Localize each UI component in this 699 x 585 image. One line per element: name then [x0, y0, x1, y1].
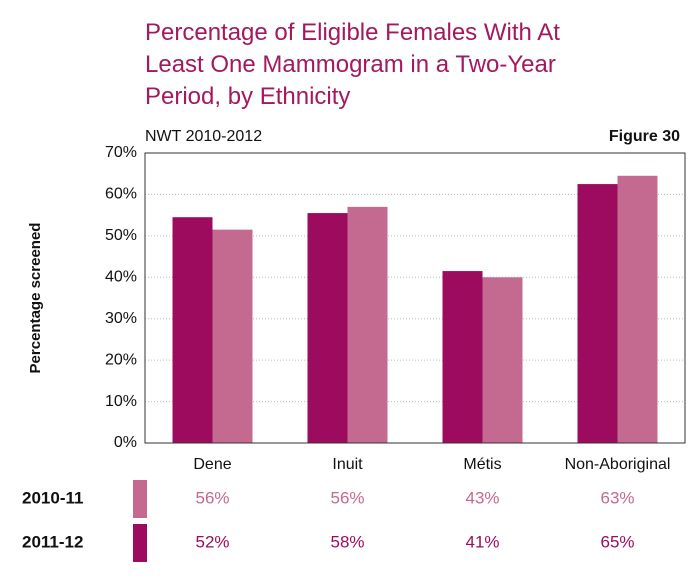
y-tick-label: 10%	[105, 393, 137, 410]
bar	[442, 271, 483, 443]
y-axis-title: Percentage screened	[27, 223, 44, 374]
chart-subtitle: NWT 2010-2012	[145, 128, 262, 145]
y-tick-label: 20%	[105, 351, 137, 368]
y-tick-label: 0%	[114, 434, 137, 451]
table-cell: 43%	[465, 488, 499, 507]
y-tick-label: 40%	[105, 269, 137, 286]
table-cell: 52%	[195, 532, 229, 551]
y-tick-label: 30%	[105, 310, 137, 327]
bar	[617, 175, 658, 444]
table-cell: 63%	[600, 488, 634, 507]
y-tick-label: 70%	[105, 144, 137, 161]
x-tick-label: Dene	[193, 456, 231, 473]
table-cell: 65%	[600, 532, 634, 551]
x-tick-label: Inuit	[332, 456, 363, 473]
chart-title: Percentage of Eligible Females With At	[145, 19, 560, 46]
y-tick-label: 50%	[105, 227, 137, 244]
table-row-label: 2010-11	[22, 488, 83, 507]
bar	[307, 213, 348, 443]
bar	[347, 206, 388, 443]
x-tick-label: Non-Aboriginal	[565, 456, 671, 473]
table-cell: 41%	[465, 532, 499, 551]
legend-swatch	[133, 480, 147, 518]
table-row-label: 2011-12	[22, 532, 83, 551]
chart-title: Least One Mammogram in a Two-Year	[145, 51, 556, 78]
legend-swatch	[133, 524, 147, 562]
plot-frame	[144, 152, 686, 444]
bar	[172, 217, 213, 443]
bar	[212, 229, 253, 443]
bar	[482, 277, 523, 443]
bar	[577, 184, 618, 444]
table-cell: 56%	[330, 488, 364, 507]
figure-label: Figure 30	[609, 128, 680, 145]
chart-title: Period, by Ethnicity	[145, 83, 350, 110]
y-tick-label: 60%	[105, 186, 137, 203]
table-cell: 56%	[195, 488, 229, 507]
x-tick-label: Métis	[463, 456, 501, 473]
table-cell: 58%	[330, 532, 364, 551]
